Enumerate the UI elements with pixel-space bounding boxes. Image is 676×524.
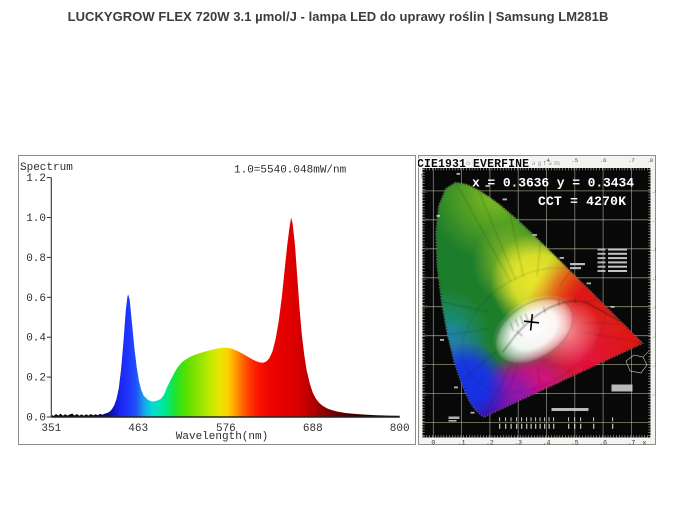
svg-text:.5: .5	[570, 440, 578, 446]
svg-text:CIE1931 EVERFINE: CIE1931 EVERFINE	[418, 158, 529, 171]
svg-text:.6: .6	[420, 246, 427, 253]
svg-text:.4: .4	[542, 440, 550, 446]
svg-text:.4: .4	[420, 304, 427, 311]
svg-text:.4: .4	[543, 157, 550, 164]
svg-text:.8: .8	[646, 157, 653, 164]
svg-text:.6: .6	[651, 246, 655, 253]
svg-text:.7: .7	[420, 217, 427, 224]
svg-text:.5: .5	[651, 275, 655, 282]
svg-text:.7: .7	[627, 440, 635, 446]
svg-text:0.2: 0.2	[26, 373, 46, 385]
svg-text:0.0: 0.0	[26, 413, 46, 425]
svg-text:.8: .8	[651, 188, 655, 195]
svg-text:351: 351	[41, 423, 61, 435]
svg-text:.3: .3	[514, 440, 522, 446]
svg-text:.7: .7	[651, 217, 655, 224]
svg-text:x = 0.3636 y = 0.3434: x = 0.3636 y = 0.3434	[472, 176, 634, 191]
svg-text:800: 800	[390, 423, 410, 435]
svg-text:.8: .8	[420, 188, 427, 195]
svg-text:CCT = 4270K: CCT = 4270K	[538, 194, 626, 209]
svg-text:.1: .1	[457, 440, 465, 446]
svg-text:.1: .1	[651, 391, 655, 398]
svg-text:0.4: 0.4	[26, 333, 46, 345]
svg-text:.6: .6	[599, 157, 606, 164]
svg-text:1.0: 1.0	[26, 213, 46, 225]
svg-text:.2: .2	[420, 362, 427, 369]
svg-text:.6: .6	[599, 440, 607, 446]
svg-text:y: y	[420, 172, 424, 179]
svg-text:.2: .2	[651, 362, 655, 369]
svg-text:0.8: 0.8	[26, 253, 46, 265]
svg-text:.1: .1	[420, 391, 427, 398]
svg-text:.2: .2	[485, 440, 493, 446]
svg-text:576: 576	[216, 423, 236, 435]
svg-text:.5: .5	[420, 275, 427, 282]
svg-text:Chromaticity Diagram: Chromaticity Diagram	[448, 158, 560, 167]
svg-text:x: x	[642, 440, 646, 446]
svg-text:.5: .5	[571, 157, 578, 164]
svg-text:688: 688	[303, 423, 323, 435]
svg-text:.3: .3	[651, 333, 655, 340]
svg-text:Spectrum: Spectrum	[20, 162, 73, 174]
svg-text:0.6: 0.6	[26, 293, 46, 305]
svg-text:0: 0	[431, 440, 435, 446]
svg-text:.4: .4	[651, 304, 655, 311]
svg-text:.7: .7	[628, 157, 635, 164]
svg-text:1.0=5540.048mW/nm: 1.0=5540.048mW/nm	[234, 165, 347, 177]
svg-text:.3: .3	[420, 333, 427, 340]
svg-text:Wavelength(nm): Wavelength(nm)	[176, 431, 268, 443]
svg-text:1.2: 1.2	[26, 173, 46, 185]
svg-text:463: 463	[128, 423, 148, 435]
